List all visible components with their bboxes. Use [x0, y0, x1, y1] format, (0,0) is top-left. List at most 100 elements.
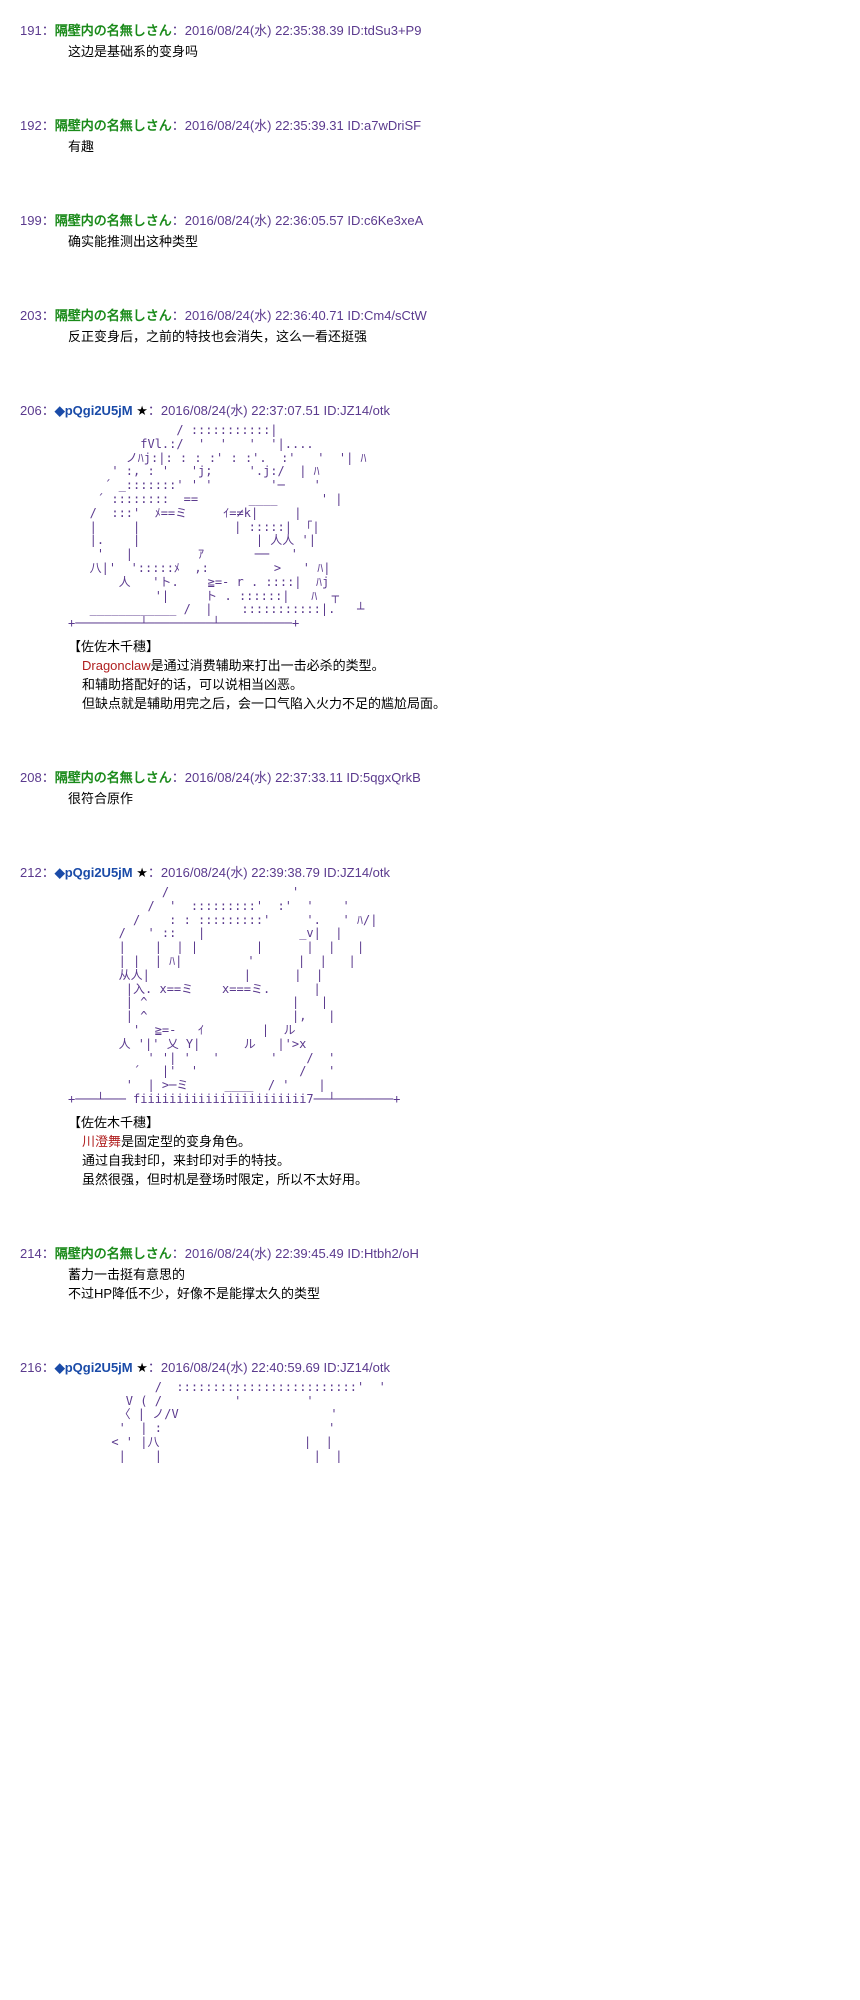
keyword: 川澄舞	[82, 1134, 121, 1149]
body-line: 很符合原作	[68, 788, 840, 807]
post-body: / :::::::::::::::::::::::::' ' V ( / ' '…	[68, 1381, 840, 1464]
post-star-icon: ★	[136, 1360, 148, 1375]
post-name: 隔壁内の名無しさん	[55, 118, 172, 133]
post-number: 216	[20, 1360, 42, 1375]
post-header: 206：◆pQgi2U5jM ★：2016/08/24(水) 22:37:07.…	[20, 400, 840, 419]
post-header: 208：隔壁内の名無しさん：2016/08/24(水) 22:37:33.11 …	[20, 767, 840, 786]
post: 216：◆pQgi2U5jM ★：2016/08/24(水) 22:40:59.…	[20, 1357, 840, 1464]
body-text: 是通过消费辅助来打出一击必杀的类型。	[151, 658, 385, 673]
separator: ：	[42, 118, 55, 133]
post-trip: ◆pQgi2U5jM	[55, 865, 137, 880]
body-line: Dragonclaw是通过消费辅助来打出一击必杀的类型。	[82, 655, 840, 674]
body-line: 虽然很强，但时机是登场时限定，所以不太好用。	[82, 1169, 840, 1188]
post-name: 隔壁内の名無しさん	[55, 213, 172, 228]
post-body: 蓄力一击挺有意思的不过HP降低不少，好像不是能撑太久的类型	[68, 1264, 840, 1302]
separator: ：	[42, 213, 55, 228]
post-number: 212	[20, 865, 42, 880]
separator: ：	[148, 865, 161, 880]
post-number: 214	[20, 1246, 42, 1261]
post-date: 2016/08/24(水) 22:36:40.71	[185, 308, 348, 323]
post-id: ID:JZ14/otk	[324, 403, 390, 418]
body-line: 川澄舞是固定型的变身角色。	[82, 1131, 840, 1150]
separator: ：	[172, 770, 185, 785]
post-date: 2016/08/24(水) 22:35:38.39	[185, 23, 348, 38]
post-trip: ◆pQgi2U5jM	[55, 1360, 137, 1375]
character-title: 【佐佐木千穗】	[68, 636, 840, 655]
post-body: 确实能推测出这种类型	[68, 231, 840, 250]
post-header: 214：隔壁内の名無しさん：2016/08/24(水) 22:39:45.49 …	[20, 1243, 840, 1262]
ascii-art: / ' / ' :::::::::' :' ' ' / : : ::::::::…	[68, 886, 840, 1107]
separator: ：	[42, 1360, 55, 1375]
post-star-icon: ★	[136, 403, 148, 418]
post-date: 2016/08/24(水) 22:39:45.49	[185, 1246, 348, 1261]
post-star-icon: ★	[136, 865, 148, 880]
separator: ：	[42, 865, 55, 880]
separator: ：	[172, 23, 185, 38]
post-date: 2016/08/24(水) 22:35:39.31	[185, 118, 348, 133]
post-name: 隔壁内の名無しさん	[55, 1246, 172, 1261]
body-line: 蓄力一击挺有意思的	[68, 1264, 840, 1283]
character-title: 【佐佐木千穗】	[68, 1112, 840, 1131]
body-line: 这边是基础系的变身吗	[68, 41, 840, 60]
body-line: 反正变身后，之前的特技也会消失，这么一看还挺强	[68, 326, 840, 345]
post-body: 这边是基础系的变身吗	[68, 41, 840, 60]
post-name: 隔壁内の名無しさん	[55, 308, 172, 323]
post: 192：隔壁内の名無しさん：2016/08/24(水) 22:35:39.31 …	[20, 115, 840, 155]
post-number: 203	[20, 308, 42, 323]
post-number: 192	[20, 118, 42, 133]
body-line: 确实能推测出这种类型	[68, 231, 840, 250]
ascii-art: / :::::::::::::::::::::::::' ' V ( / ' '…	[68, 1381, 840, 1464]
post-body: 反正变身后，之前的特技也会消失，这么一看还挺强	[68, 326, 840, 345]
post-id: ID:5qgxQrkB	[346, 770, 420, 785]
post: 199：隔壁内の名無しさん：2016/08/24(水) 22:36:05.57 …	[20, 210, 840, 250]
post-id: ID:c6Ke3xeA	[347, 213, 423, 228]
post-id: ID:JZ14/otk	[324, 865, 390, 880]
post: 212：◆pQgi2U5jM ★：2016/08/24(水) 22:39:38.…	[20, 862, 840, 1188]
separator: ：	[42, 770, 55, 785]
post-name: 隔壁内の名無しさん	[55, 23, 172, 38]
post: 203：隔壁内の名無しさん：2016/08/24(水) 22:36:40.71 …	[20, 305, 840, 345]
post-date: 2016/08/24(水) 22:37:33.11	[185, 770, 347, 785]
post-number: 191	[20, 23, 42, 38]
separator: ：	[172, 213, 185, 228]
separator: ：	[148, 1360, 161, 1375]
post: 208：隔壁内の名無しさん：2016/08/24(水) 22:37:33.11 …	[20, 767, 840, 807]
post-body: / :::::::::::| fVl.:/ ' ' ' '|.... ノﾊj:|…	[68, 424, 840, 712]
body-text: 是固定型的变身角色。	[121, 1134, 251, 1149]
post-trip: ◆pQgi2U5jM	[55, 403, 137, 418]
separator: ：	[172, 1246, 185, 1261]
post-header: 216：◆pQgi2U5jM ★：2016/08/24(水) 22:40:59.…	[20, 1357, 840, 1376]
post-id: ID:a7wDriSF	[347, 118, 421, 133]
post-id: ID:JZ14/otk	[324, 1360, 390, 1375]
post-number: 208	[20, 770, 42, 785]
post-date: 2016/08/24(水) 22:39:38.79	[161, 865, 324, 880]
keyword: Dragonclaw	[82, 658, 151, 673]
post: 191：隔壁内の名無しさん：2016/08/24(水) 22:35:38.39 …	[20, 20, 840, 60]
post-id: ID:Htbh2/oH	[347, 1246, 419, 1261]
post-number: 206	[20, 403, 42, 418]
post-name: 隔壁内の名無しさん	[55, 770, 172, 785]
post: 206：◆pQgi2U5jM ★：2016/08/24(水) 22:37:07.…	[20, 400, 840, 712]
body-line: 和辅助搭配好的话，可以说相当凶恶。	[82, 674, 840, 693]
separator: ：	[42, 1246, 55, 1261]
post-header: 203：隔壁内の名無しさん：2016/08/24(水) 22:36:40.71 …	[20, 305, 840, 324]
post-header: 191：隔壁内の名無しさん：2016/08/24(水) 22:35:38.39 …	[20, 20, 840, 39]
post-header: 192：隔壁内の名無しさん：2016/08/24(水) 22:35:39.31 …	[20, 115, 840, 134]
post-header: 199：隔壁内の名無しさん：2016/08/24(水) 22:36:05.57 …	[20, 210, 840, 229]
separator: ：	[42, 403, 55, 418]
post-body: 有趣	[68, 136, 840, 155]
body-line: 但缺点就是辅助用完之后，会一口气陷入火力不足的尴尬局面。	[82, 693, 840, 712]
post-date: 2016/08/24(水) 22:40:59.69	[161, 1360, 324, 1375]
separator: ：	[172, 118, 185, 133]
post-date: 2016/08/24(水) 22:36:05.57	[185, 213, 348, 228]
separator: ：	[172, 308, 185, 323]
post-id: ID:tdSu3+P9	[347, 23, 421, 38]
ascii-art: / :::::::::::| fVl.:/ ' ' ' '|.... ノﾊj:|…	[68, 424, 840, 631]
post-body: / ' / ' :::::::::' :' ' ' / : : ::::::::…	[68, 886, 840, 1188]
post-date: 2016/08/24(水) 22:37:07.51	[161, 403, 324, 418]
post: 214：隔壁内の名無しさん：2016/08/24(水) 22:39:45.49 …	[20, 1243, 840, 1302]
body-line: 有趣	[68, 136, 840, 155]
body-line: 通过自我封印，来封印对手的特技。	[82, 1150, 840, 1169]
body-line: 不过HP降低不少，好像不是能撑太久的类型	[68, 1283, 840, 1302]
separator: ：	[148, 403, 161, 418]
